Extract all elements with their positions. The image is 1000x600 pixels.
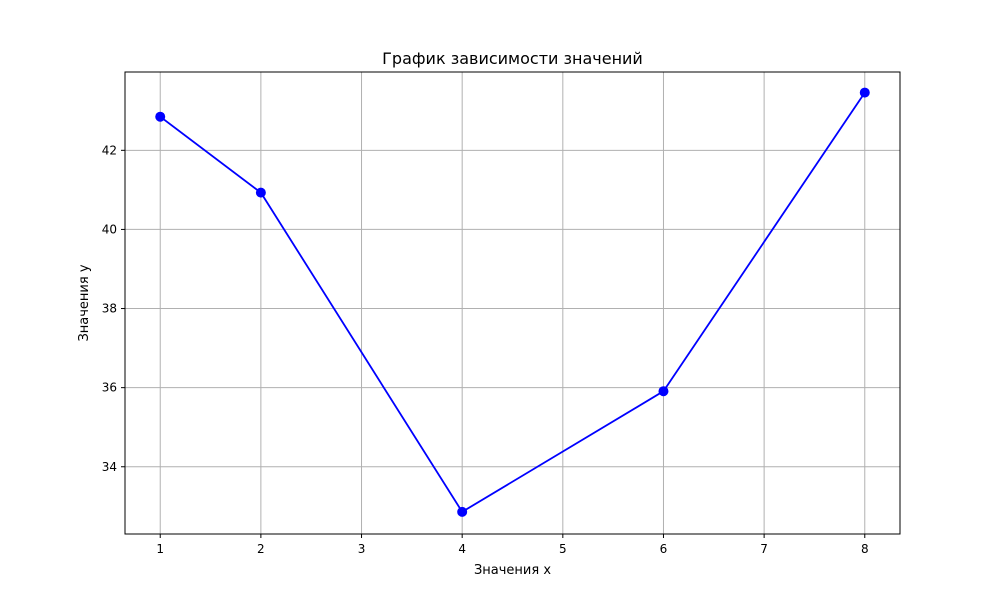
- x-tick-label: 4: [458, 542, 466, 556]
- y-axis-label: Значения y: [77, 264, 92, 341]
- x-tick-label: 7: [760, 542, 768, 556]
- grid-lines: [125, 72, 900, 534]
- y-tick-label: 36: [102, 381, 117, 395]
- data-point: [658, 386, 669, 397]
- y-tick-label: 42: [102, 143, 117, 157]
- x-tick-label: 8: [861, 542, 869, 556]
- data-point: [255, 187, 266, 198]
- series-layer: [155, 87, 870, 517]
- x-tick-label: 5: [559, 542, 567, 556]
- chart-title: График зависимости значений: [382, 49, 643, 68]
- x-axis-label: Значения x: [474, 563, 551, 578]
- y-tick-label: 34: [102, 460, 117, 474]
- x-tick-label: 6: [660, 542, 668, 556]
- y-tick-label: 40: [102, 222, 117, 236]
- x-tick-label: 2: [257, 542, 265, 556]
- y-tick-label: 38: [102, 302, 117, 316]
- data-point: [859, 87, 870, 98]
- data-point: [155, 111, 166, 122]
- x-tick-label: 1: [156, 542, 164, 556]
- data-point: [457, 506, 468, 517]
- plot-frame: [124, 71, 901, 535]
- x-tick-label: 3: [358, 542, 366, 556]
